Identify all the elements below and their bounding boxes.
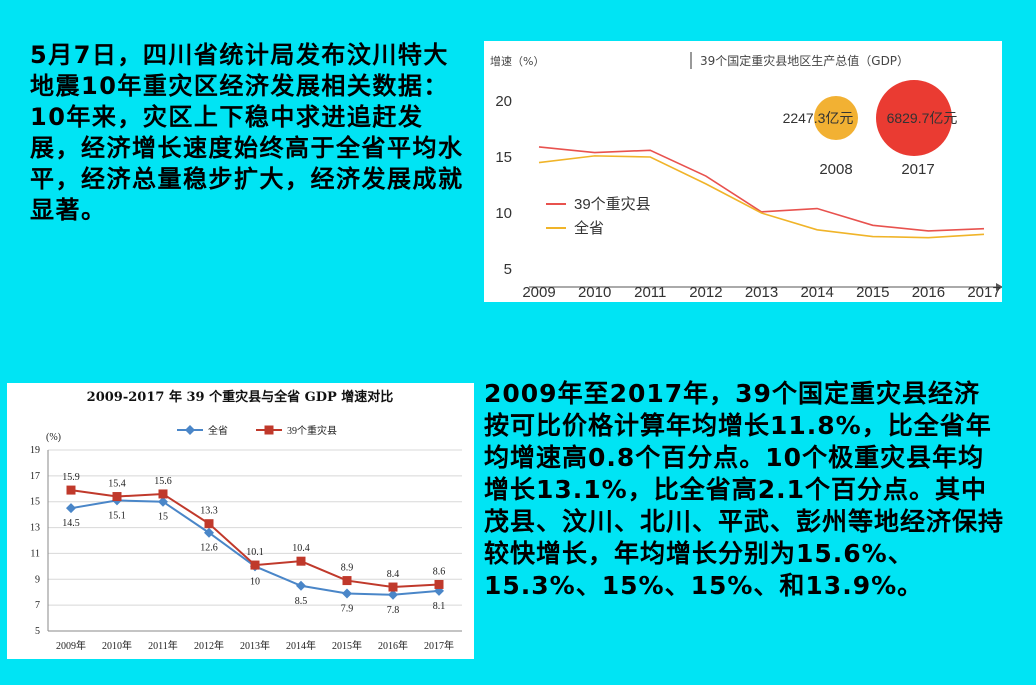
x-tick-label: 2017年: [424, 639, 454, 652]
data-point-zhongzai: [388, 582, 398, 592]
y-tick-label: 15: [30, 497, 40, 508]
data-point-zhongzai: [342, 576, 352, 586]
title-divider: [690, 52, 692, 69]
x-tick-label: 2017: [967, 284, 1000, 301]
y-tick-label: 11: [30, 548, 40, 559]
data-point-quansheng: [296, 580, 306, 591]
gdp-comparison-chart: 2009-2017 年 39 个重灾县与全省 GDP 增速对比 (%) 5 7 9 11 1…: [30, 389, 462, 652]
legend-label: 39个重灾县: [287, 424, 337, 437]
x-tick-label: 2015: [856, 284, 889, 301]
legend-marker: [264, 425, 274, 435]
data-label-zhongzai: 15.4: [108, 479, 126, 490]
side-title: 39个国定重灾县地区生产总值（GDP）: [700, 53, 909, 68]
gdp-bubble-2008: [814, 96, 858, 140]
data-point-zhongzai: [66, 485, 76, 495]
data-label-quansheng: 10: [250, 576, 260, 587]
data-label-zhongzai: 8.6: [433, 566, 446, 577]
data-point-zhongzai: [250, 560, 260, 570]
series-line-zhongzai: [538, 146, 985, 232]
gdp-bubble-value: 2247.3亿元: [783, 110, 854, 126]
data-label-quansheng: 7.9: [341, 604, 354, 615]
y-tick-label: 9: [35, 574, 40, 585]
growth-paragraph: 2009年至2017年，39个国定重灾县经济按可比价格计算年均增长11.8%，比…: [484, 379, 1005, 600]
y-tick-label: 20: [495, 93, 512, 110]
data-point-zhongzai: [296, 556, 306, 566]
y-tick-label: 5: [35, 626, 40, 637]
x-tick-label: 2013年: [240, 639, 270, 652]
data-label-zhongzai: 8.9: [341, 563, 354, 574]
x-tick-label: 2010年: [102, 639, 132, 652]
data-label-quansheng: 8.1: [433, 601, 446, 612]
data-point-quansheng: [388, 589, 398, 600]
data-label-zhongzai: 10.1: [246, 547, 264, 558]
data-label-zhongzai: 15.6: [154, 476, 172, 487]
x-tick-label: 2016年: [378, 639, 408, 652]
legend-label: 全省: [574, 219, 604, 237]
y-tick-label: 19: [30, 445, 40, 456]
data-label-quansheng: 7.8: [387, 605, 400, 616]
x-tick-label: 2011: [634, 284, 666, 301]
y-axis-title: (%): [46, 432, 61, 443]
legend-label: 全省: [208, 424, 228, 437]
legend-label: 39个重灾县: [574, 196, 651, 213]
gdp-growth-chart-panel: 增速（%） 39个国定重灾县地区生产总值（GDP） 5 10 15 20 2009 2010 2…: [484, 41, 1002, 302]
legend-marker: [185, 425, 195, 435]
y-axis-title: 增速（%）: [490, 54, 544, 68]
chart-title: 2009-2017 年 39 个重灾县与全省 GDP 增速对比: [87, 389, 394, 405]
data-label-quansheng: 15: [158, 512, 168, 523]
y-tick-label: 10: [495, 205, 512, 222]
x-tick-label: 2009年: [56, 639, 86, 652]
intro-paragraph: 5月7日，四川省统计局发布汶川特大地震10年重灾区经济发展相关数据：10年来，灾…: [30, 41, 464, 224]
y-tick-label: 7: [35, 600, 40, 611]
x-tick-label: 2016: [912, 284, 945, 301]
x-tick-label: 2012: [689, 284, 722, 301]
x-tick-label: 2012年: [194, 639, 224, 652]
data-label-quansheng: 12.6: [200, 543, 218, 554]
data-point-zhongzai: [158, 489, 168, 499]
x-tick-label: 2013: [745, 284, 778, 301]
data-label-zhongzai: 10.4: [292, 543, 310, 554]
x-tick-label: 2014: [800, 284, 833, 301]
y-tick-label: 13: [30, 523, 40, 534]
data-point-zhongzai: [204, 519, 214, 529]
series-line-zhongzai: [70, 489, 440, 589]
x-tick-label: 2010: [578, 284, 611, 301]
y-tick-label: 17: [30, 471, 40, 482]
data-label-zhongzai: 15.9: [62, 472, 80, 483]
data-label-quansheng: 14.5: [62, 518, 80, 529]
gdp-growth-chart: 增速（%） 39个国定重灾县地区生产总值（GDP） 5 10 15 20 2009 2010 2…: [490, 52, 1002, 301]
x-tick-label: 2011年: [148, 639, 178, 652]
x-axis-arrow: [996, 283, 1002, 291]
gdp-bubble-value: 6829.7亿元: [887, 110, 958, 126]
data-point-quansheng: [158, 496, 168, 507]
y-tick-label: 5: [504, 261, 512, 278]
x-tick-label: 2015年: [332, 639, 362, 652]
data-label-zhongzai: 13.3: [200, 506, 218, 517]
data-point-quansheng: [204, 527, 214, 538]
data-point-quansheng: [66, 503, 76, 514]
data-point-zhongzai: [112, 492, 122, 502]
series-line-quansheng: [538, 155, 985, 239]
data-label-quansheng: 15.1: [108, 510, 126, 521]
data-label-zhongzai: 8.4: [387, 569, 400, 580]
data-point-quansheng: [342, 588, 352, 599]
x-tick-label: 2014年: [286, 639, 316, 652]
gdp-bubble-year: 2008: [819, 161, 852, 178]
gdp-comparison-chart-panel: 2009-2017 年 39 个重灾县与全省 GDP 增速对比 (%) 5 7 9 11 1…: [7, 383, 474, 659]
gdp-bubble-2017: [876, 80, 952, 156]
y-tick-label: 15: [495, 149, 512, 166]
data-point-zhongzai: [434, 579, 444, 589]
gdp-bubble-year: 2017: [901, 161, 934, 178]
x-tick-label: 2009: [522, 284, 555, 301]
data-label-quansheng: 8.5: [295, 596, 308, 607]
